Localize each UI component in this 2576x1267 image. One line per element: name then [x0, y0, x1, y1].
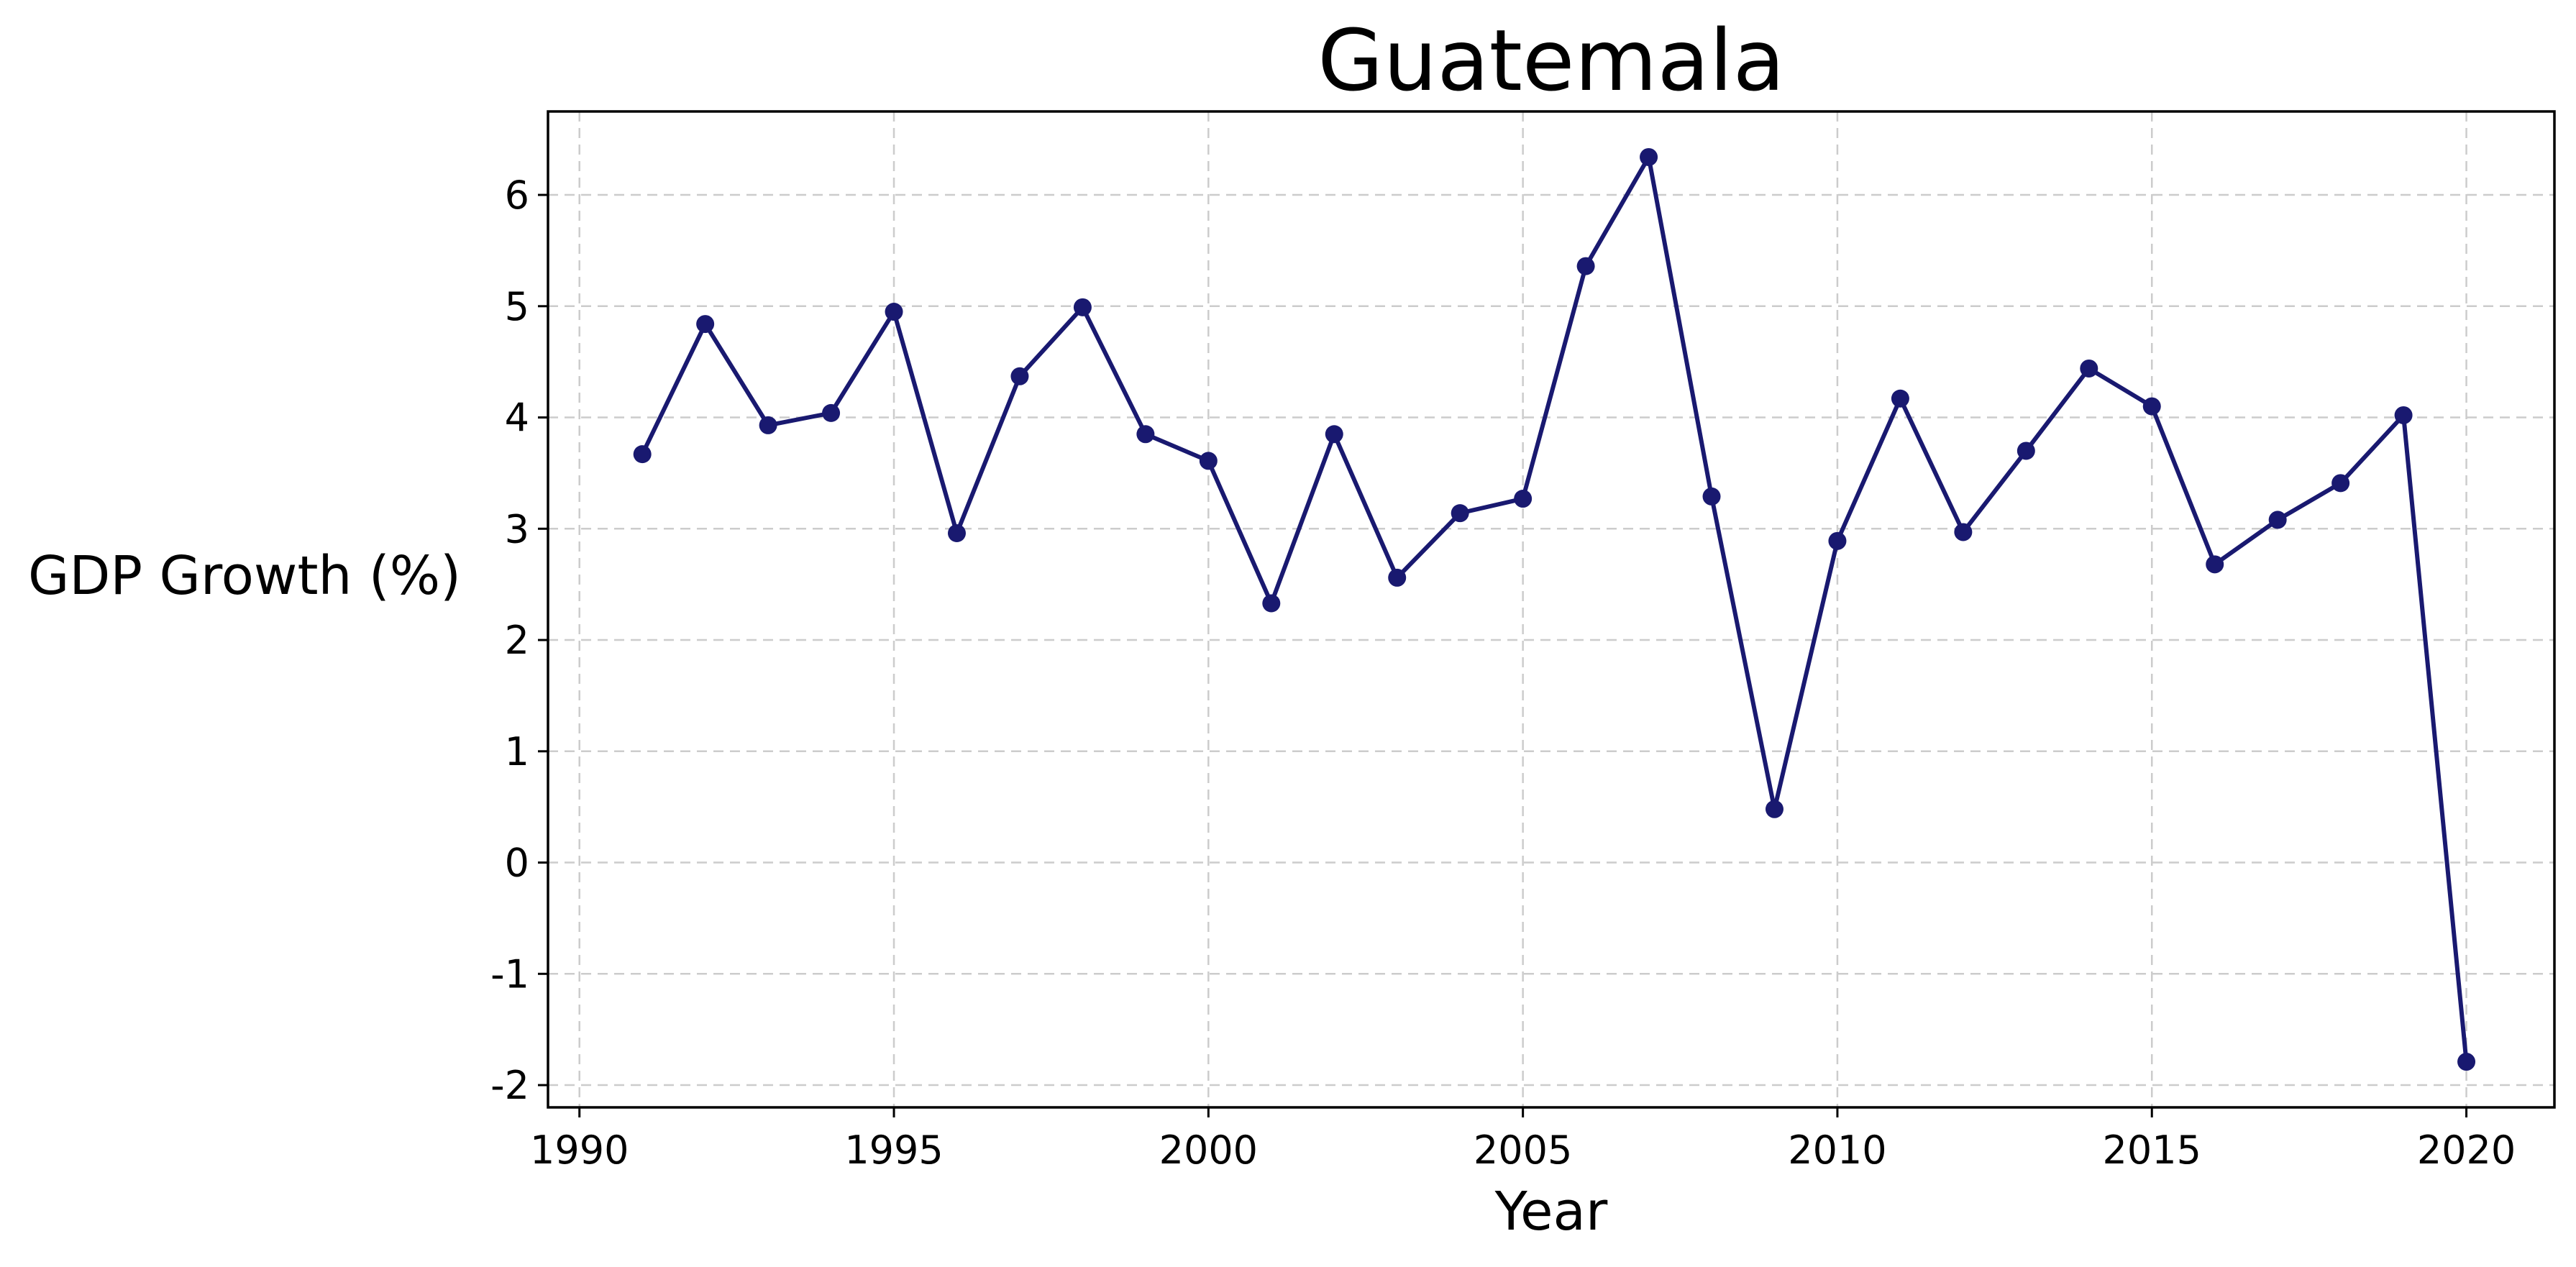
y-tick-label: 6: [505, 173, 529, 218]
data-point: [1891, 389, 1909, 408]
x-tick-label: 1995: [844, 1128, 943, 1173]
x-tick-label: 1990: [530, 1128, 629, 1173]
ticks-layer: 1990 1995 2000 2005 2010 2015 2020 -2 -1 0 1 2 3 4 5 6: [490, 173, 2516, 1173]
y-tick-label: 0: [505, 841, 529, 886]
data-point: [2394, 406, 2413, 424]
x-tick-label: 2005: [1474, 1128, 1572, 1173]
data-point: [1576, 257, 1595, 275]
x-tick-label: 2015: [2103, 1128, 2201, 1173]
data-point: [2457, 1053, 2476, 1071]
data-point: [1388, 568, 1407, 587]
data-point: [1514, 490, 1533, 508]
data-point: [696, 315, 715, 334]
data-point: [2268, 511, 2287, 529]
data-point: [1954, 523, 1973, 541]
x-tick-label: 2020: [2417, 1128, 2516, 1173]
data-point: [1702, 487, 1721, 506]
series-layer: [633, 147, 2476, 1071]
data-point: [1765, 800, 1783, 818]
grid-layer: [548, 111, 2554, 1107]
data-point: [885, 303, 903, 321]
data-point: [2017, 442, 2035, 460]
data-point: [1828, 531, 1847, 550]
data-point: [2142, 397, 2161, 416]
data-point: [947, 523, 966, 542]
y-tick-label: -2: [490, 1063, 529, 1108]
data-point: [633, 445, 652, 464]
y-tick-label: 4: [505, 395, 529, 441]
data-point: [1325, 425, 1343, 444]
data-point: [1451, 504, 1469, 523]
plot-frame: [547, 110, 2556, 1109]
y-axis-label: GDP Growth (%): [28, 545, 461, 607]
data-point: [1199, 452, 1218, 470]
x-tick-label: 2010: [1788, 1128, 1886, 1173]
data-point: [1640, 147, 1658, 166]
data-point: [1010, 367, 1029, 385]
data-point: [1262, 594, 1281, 613]
data-point: [2331, 474, 2350, 493]
data-point: [822, 403, 841, 422]
x-axis-label: Year: [1494, 1181, 1608, 1243]
chart-title: Guatemala: [1317, 11, 1785, 110]
y-tick-label: 5: [505, 284, 529, 329]
y-tick-label: 1: [505, 729, 529, 774]
data-point: [759, 416, 777, 434]
x-tick-label: 2000: [1159, 1128, 1258, 1173]
data-point: [2206, 555, 2224, 574]
data-point: [1136, 425, 1155, 444]
series-line: [640, 155, 2469, 1062]
y-tick-label: 3: [505, 506, 529, 552]
y-tick-label: 2: [505, 618, 529, 663]
data-point: [2080, 359, 2098, 378]
y-tick-label: -1: [490, 951, 529, 997]
data-point: [1073, 298, 1092, 316]
